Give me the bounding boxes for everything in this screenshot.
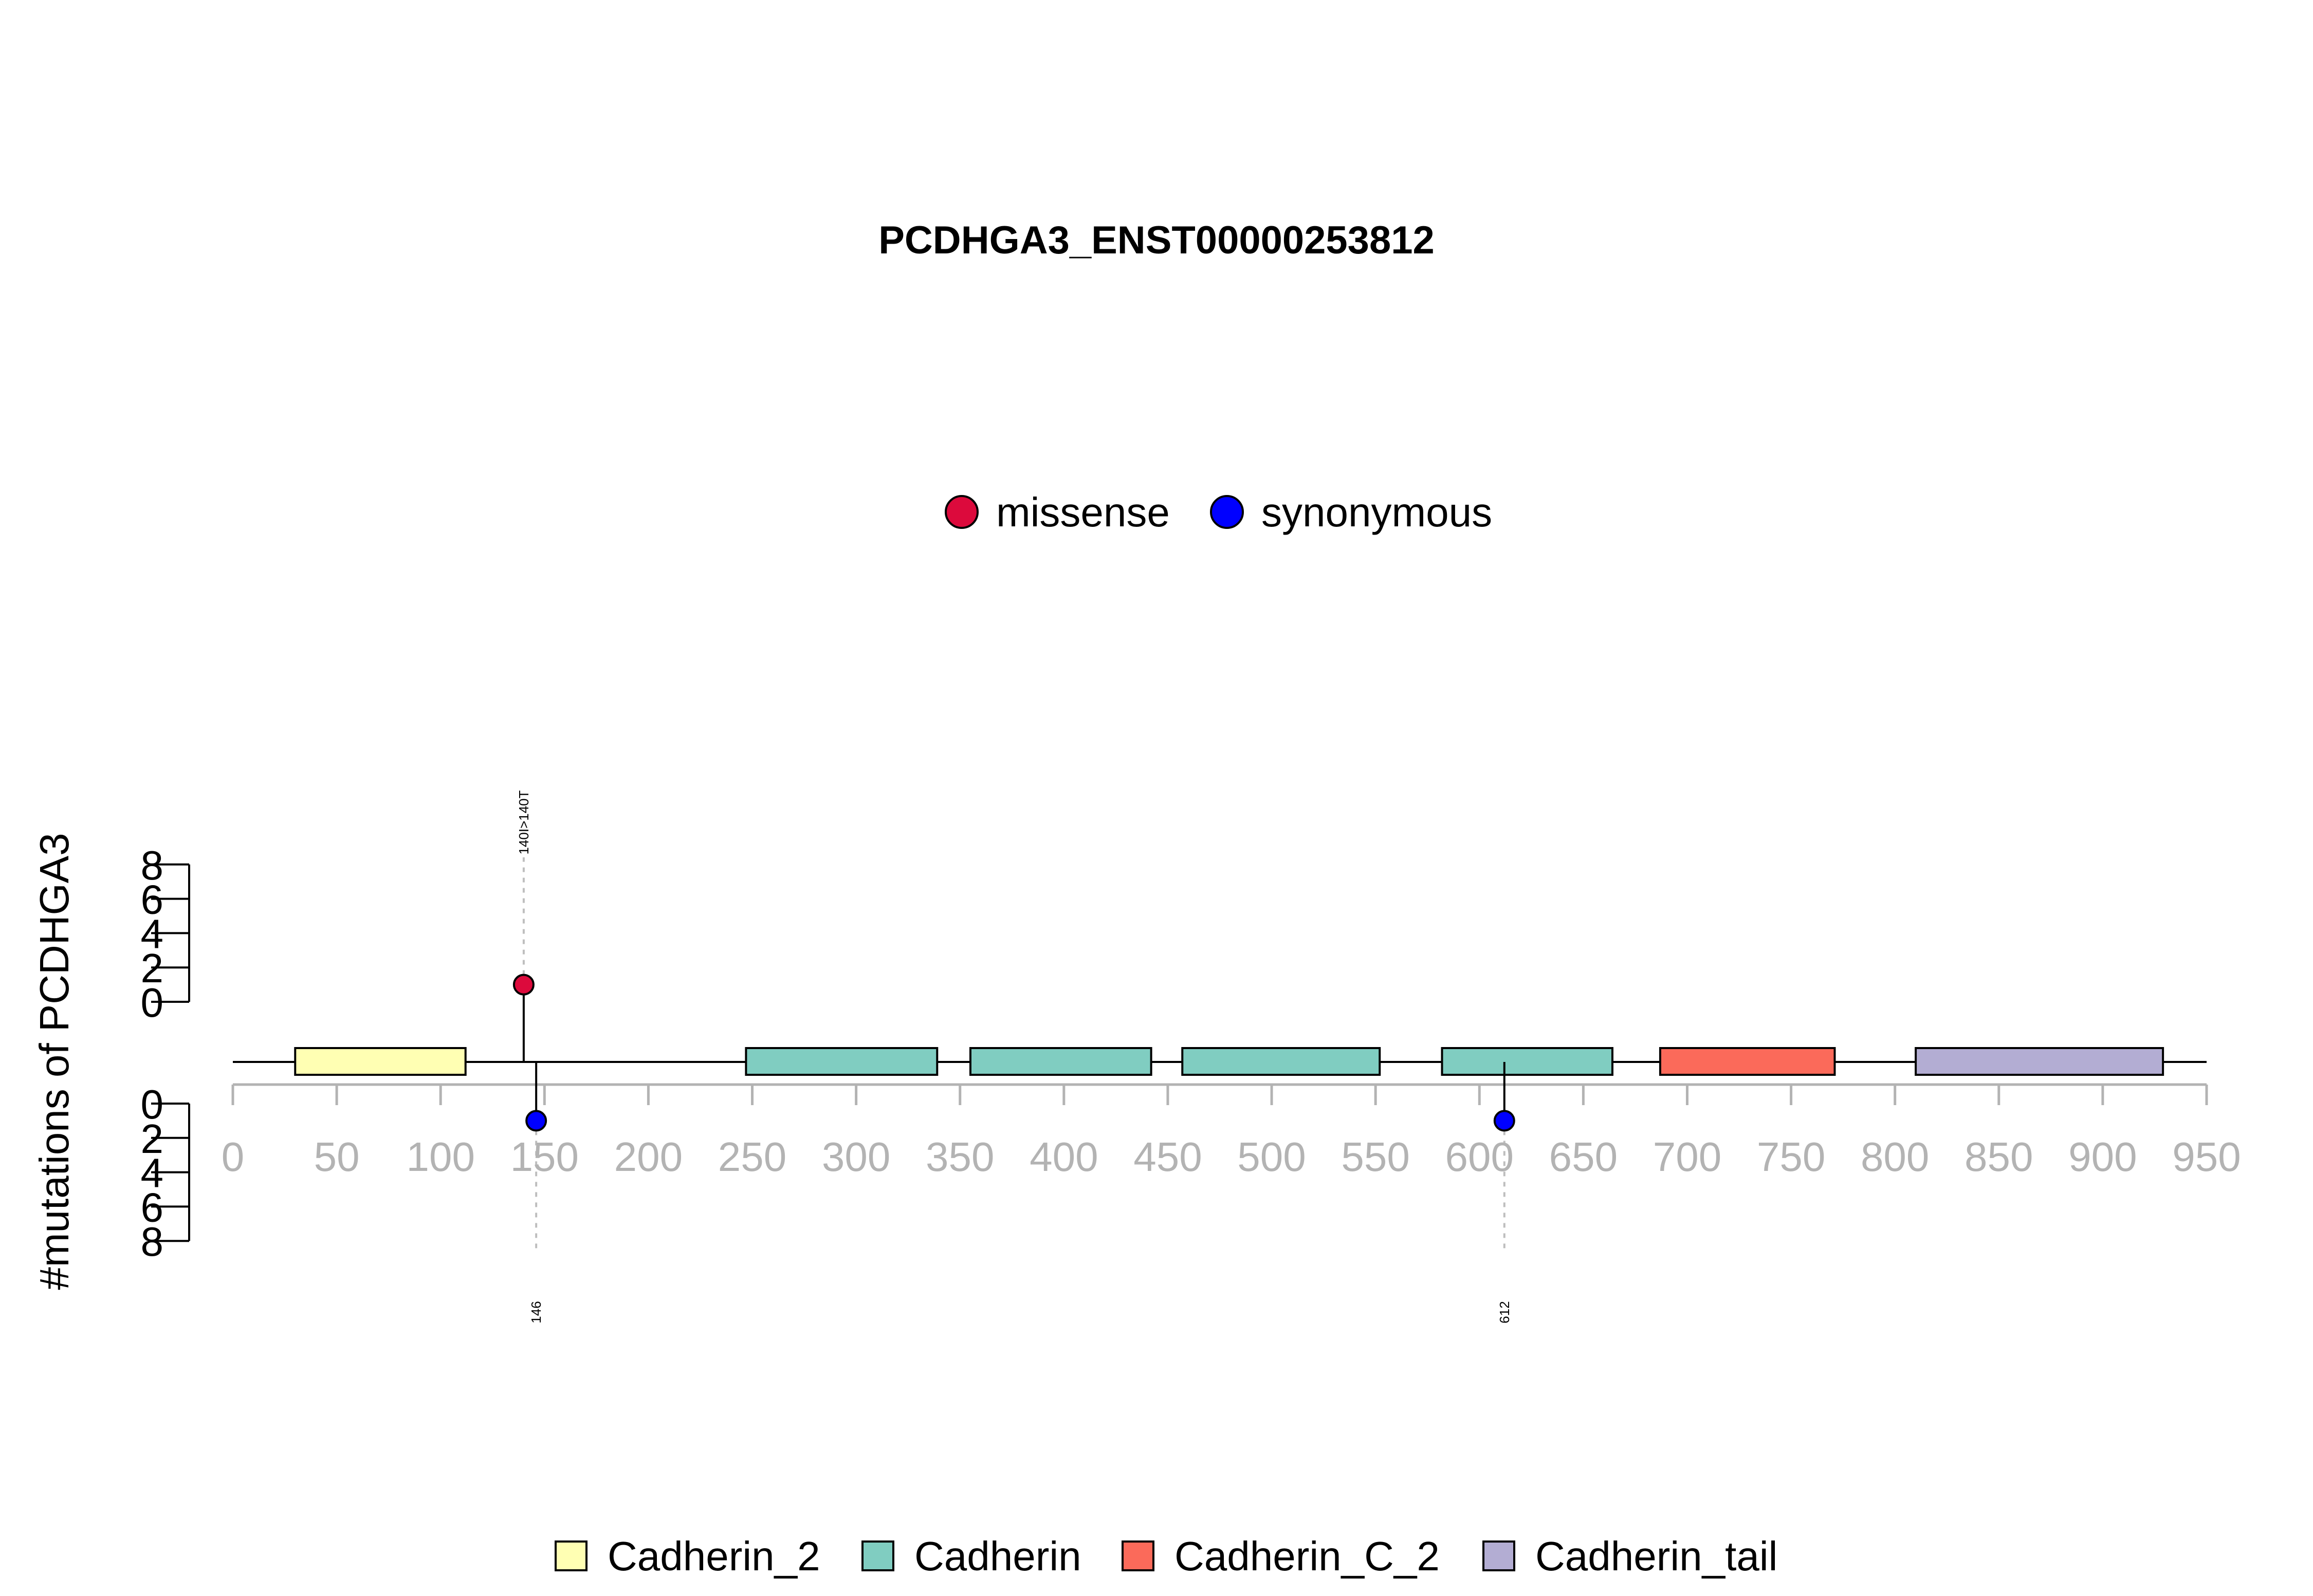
y-top-tick-label-8: 8 [141,842,164,888]
legend-swatch-cadherin [861,1540,894,1571]
mutation-label-612: 612 [1497,1301,1512,1323]
protein-domains [294,1047,2164,1076]
legend-marker-missense [945,495,979,529]
x-tick-label-50: 50 [314,1134,360,1180]
y-bottom-tick-label-2: 2 [141,1116,164,1162]
x-tick-label-150: 150 [510,1134,579,1180]
mutation-point-146 [525,1110,547,1132]
y-bottom-tick-label-4: 4 [141,1150,164,1196]
chart-title: PCDHGA3_ENST00000253812 [878,218,1435,262]
mutation-label-140: 140I>140T [516,790,531,854]
domain-cadherin-5 [1441,1047,1613,1076]
x-tick-label-100: 100 [406,1134,474,1180]
x-tick-label-450: 450 [1133,1134,1202,1180]
x-tick-label-550: 550 [1341,1134,1409,1180]
x-tick-label-300: 300 [822,1134,890,1180]
x-tick-label-250: 250 [718,1134,786,1180]
legend-swatch-cadherin-tail [1482,1540,1515,1571]
x-tick-label-400: 400 [1030,1134,1098,1180]
legend-marker-synonymous [1210,495,1244,529]
x-tick-label-950: 950 [2172,1134,2241,1180]
y-top-tick-label-4: 4 [141,911,164,957]
mutation-point-612 [1493,1110,1515,1132]
domain-cadherin-3 [969,1047,1152,1076]
mutation-label-146: 146 [528,1301,544,1323]
legend-label-cadherin: Cadherin [914,1533,1081,1579]
domain-cadherin-tail-7 [1915,1047,2164,1076]
domain-cadherin-c-2-6 [1659,1047,1836,1076]
y-top-tick-label-2: 2 [141,945,164,991]
x-tick-label-200: 200 [614,1134,683,1180]
y-top-tick-label-6: 6 [141,877,164,923]
domain-cadherin-4 [1181,1047,1381,1076]
domain-cadherin-2-1 [294,1047,467,1076]
x-tick-label-900: 900 [2068,1134,2137,1180]
y-bottom-tick-label-6: 6 [141,1184,164,1230]
x-axis: 0 50 100 150 200 250 300 350 400 450 500 550 600 650 7… [222,1083,2241,1180]
y-bottom-tick-label-8: 8 [141,1219,164,1264]
legend-label-cadherin-c-2: Cadherin_C_2 [1174,1533,1440,1579]
mutation-points [512,974,1515,1132]
x-tick-label-800: 800 [1861,1134,1929,1180]
x-tick-label-0: 0 [222,1134,245,1180]
legend-label-cadherin-2: Cadherin_2 [608,1533,820,1579]
legend-swatch-cadherin-2 [555,1540,588,1571]
y-top-tick-label-0: 0 [141,980,164,1025]
mutation-legend: missense synonymous [945,489,1492,535]
legend-swatch-cadherin-c-2 [1122,1540,1154,1571]
x-tick-label-700: 700 [1653,1134,1721,1180]
x-tick-label-750: 750 [1757,1134,1825,1180]
legend-label-missense: missense [996,489,1170,535]
x-tick-label-850: 850 [1965,1134,2033,1180]
domain-legend: Cadherin_2 Cadherin Cadherin_C_2 Cadherin_t… [555,1533,1777,1579]
legend-label-synonymous: synonymous [1261,489,1492,535]
y-bottom-tick-label-0: 0 [141,1081,164,1127]
x-tick-label-600: 600 [1445,1134,1514,1180]
x-tick-label-650: 650 [1549,1134,1618,1180]
legend-label-cadherin-tail: Cadherin_tail [1535,1533,1777,1579]
domain-cadherin-2 [745,1047,939,1076]
x-tick-label-500: 500 [1237,1134,1306,1180]
mutation-point-140 [512,974,535,996]
mutation-labels: 140I>140T 146 612 [516,790,1512,1323]
y-axis-label: #mutations of PCDHGA3 [31,833,77,1290]
x-tick-label-350: 350 [926,1134,994,1180]
